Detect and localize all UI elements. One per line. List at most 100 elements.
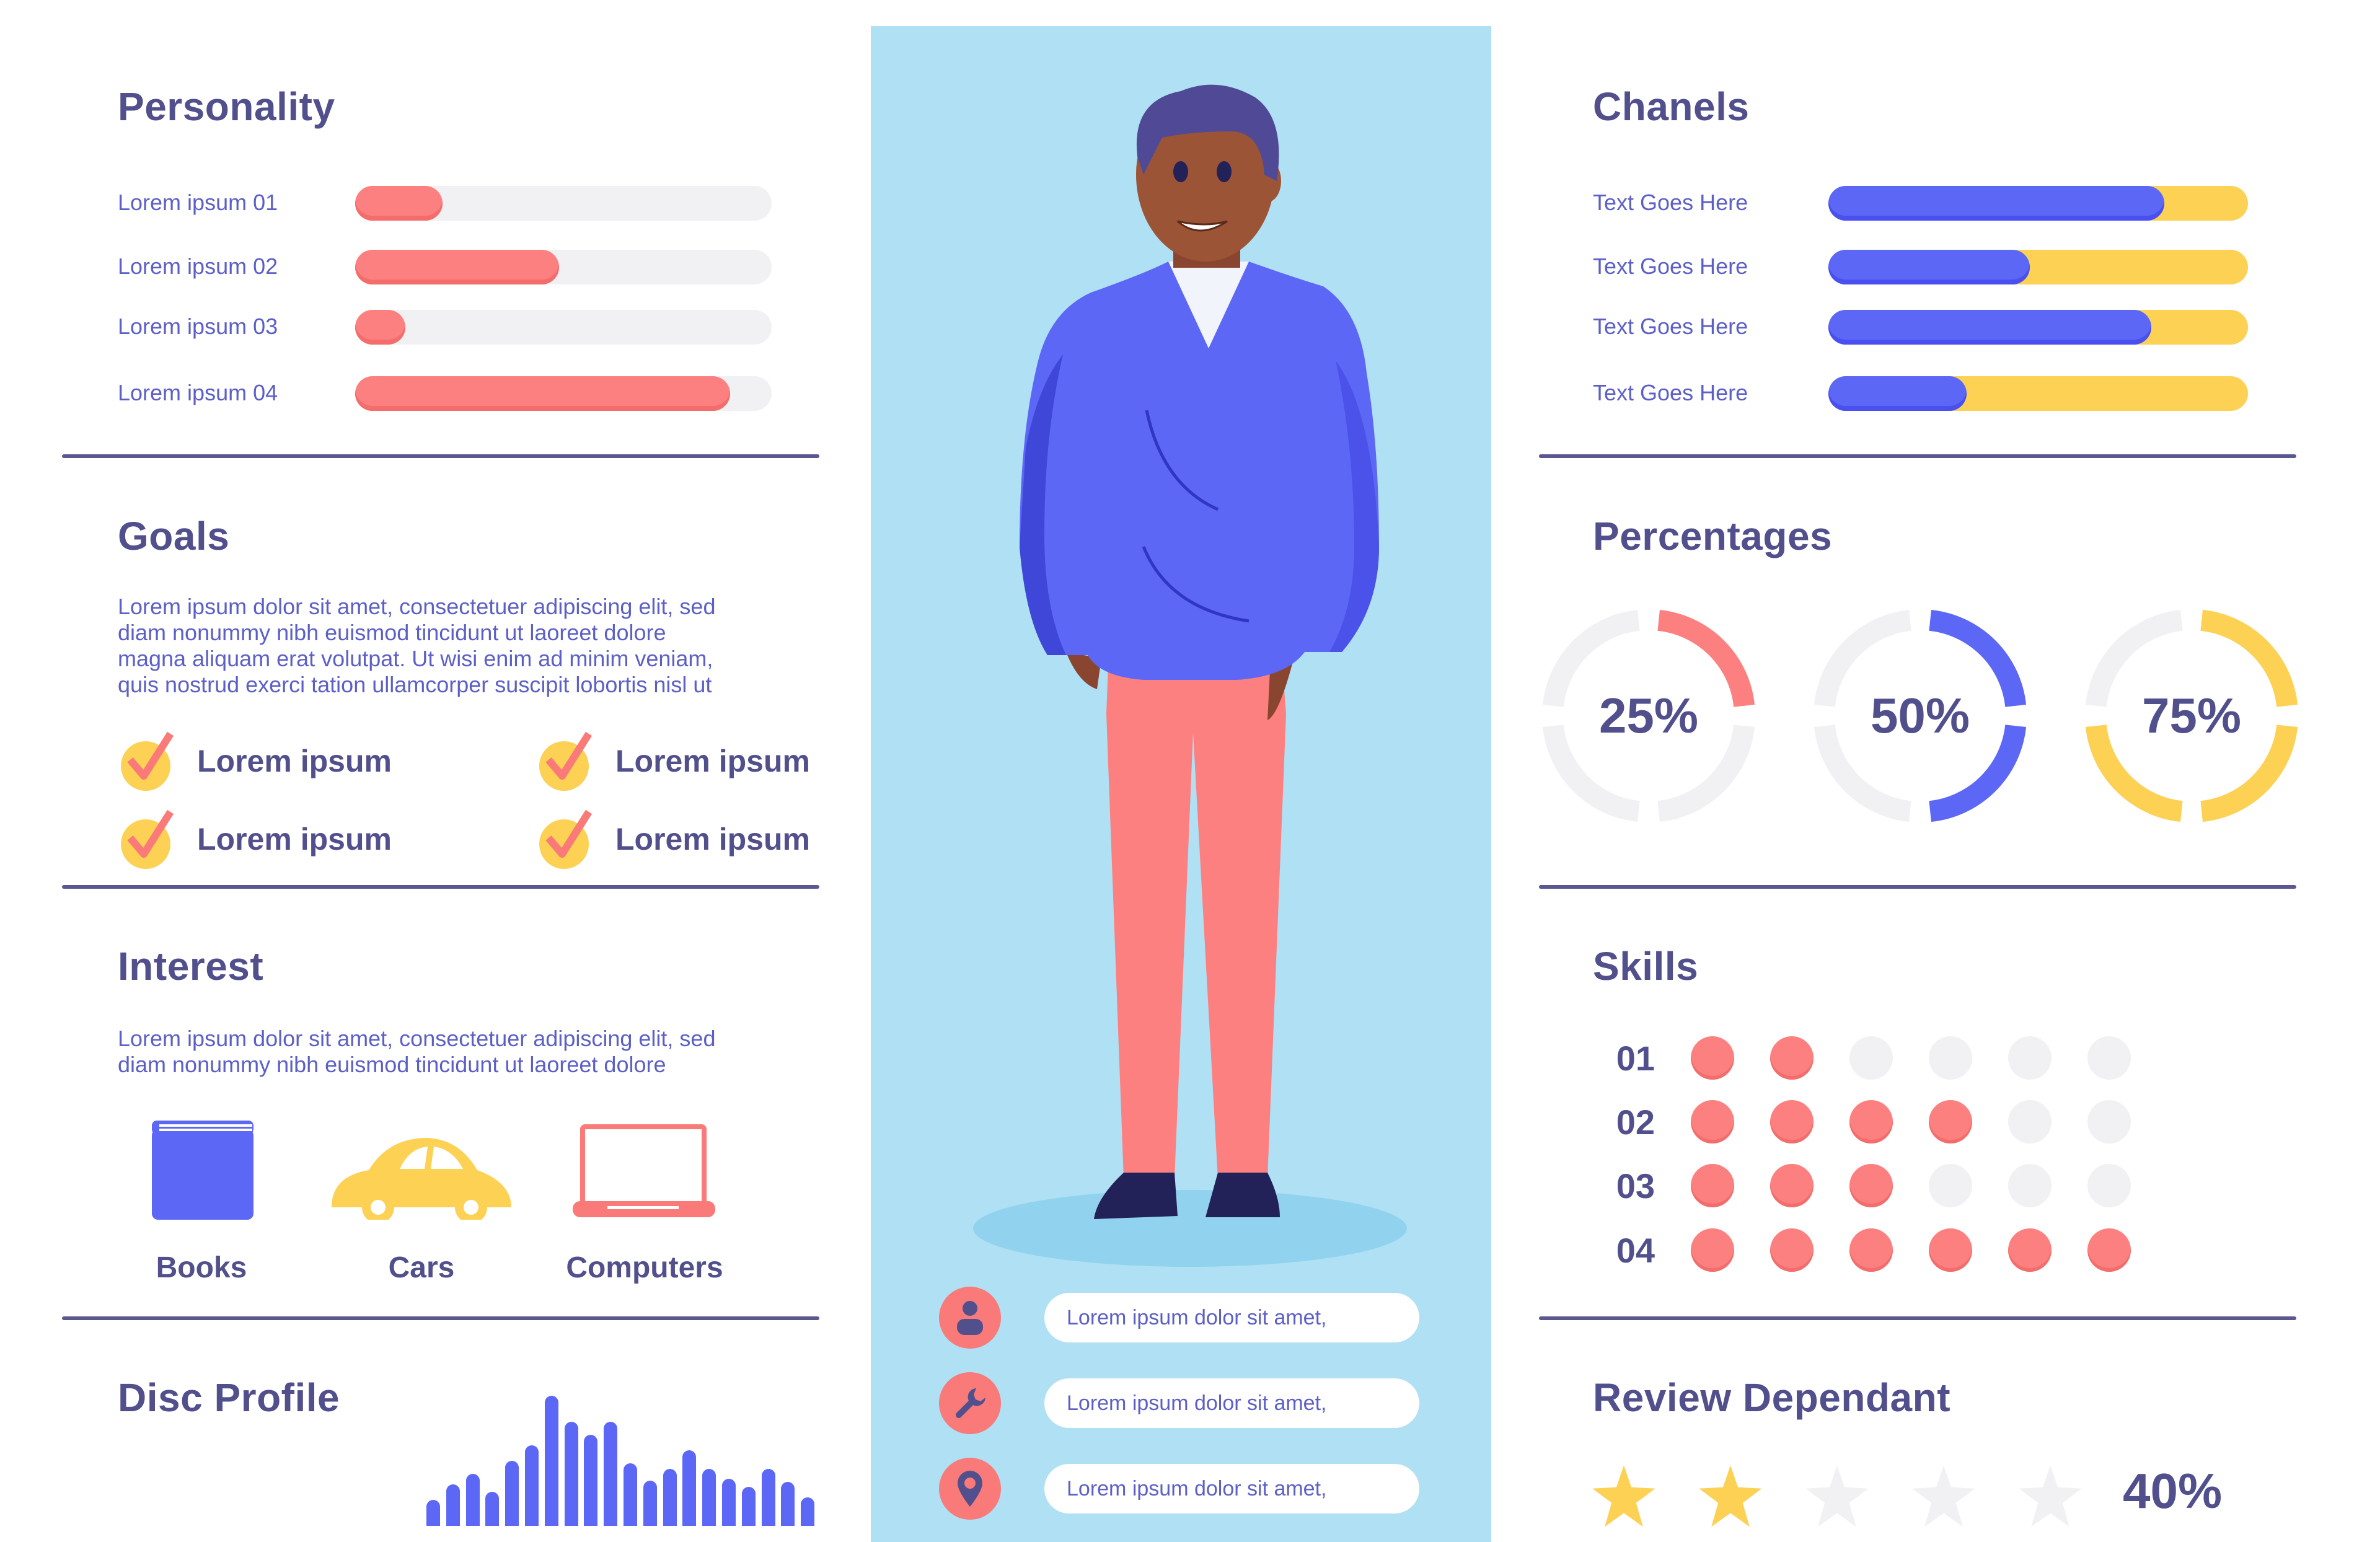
skill-dot (2087, 1100, 2131, 1143)
disc-bar (584, 1435, 598, 1526)
disc-bar (426, 1500, 440, 1526)
skill-dot (2008, 1036, 2052, 1080)
personality-fill (355, 186, 443, 221)
disc-bar (643, 1480, 657, 1526)
personality-fill (355, 310, 405, 345)
check-icon (539, 809, 593, 869)
goal-checklist-item: Lorem ipsum (118, 808, 392, 870)
disc-bar (761, 1468, 775, 1526)
skill-number: 04 (1616, 1230, 1655, 1270)
goals-title: Goals (118, 514, 230, 558)
divider (62, 885, 819, 889)
disc-bar (446, 1484, 460, 1526)
personality-label: Lorem ipsum 04 (118, 380, 278, 405)
personality-label: Lorem ipsum 03 (118, 314, 278, 339)
skill-dot (1929, 1036, 1972, 1080)
check-icon (539, 731, 593, 791)
disc-bar (801, 1497, 815, 1526)
disc-bar (485, 1492, 500, 1526)
skill-dot (1770, 1036, 1814, 1080)
channel-track (1828, 186, 2248, 221)
goal-checklist-item: Lorem ipsum (118, 730, 392, 792)
percentage-donut: 25% (1537, 604, 1760, 827)
check-icon (121, 731, 174, 791)
disc-bar (663, 1468, 677, 1526)
personality-fill (355, 376, 730, 411)
skill-dot (1929, 1164, 1972, 1207)
divider (62, 1316, 819, 1320)
skill-dot (1691, 1100, 1734, 1143)
channel-track (1828, 250, 2248, 284)
interest-line: Lorem ipsum dolor sit amet, consectetuer… (118, 1026, 716, 1051)
divider (1539, 885, 2296, 889)
channel-fill (1828, 186, 2164, 221)
skill-number: 01 (1616, 1038, 1655, 1078)
review-title: Review Dependant (1593, 1375, 1951, 1420)
channel-label: Text Goes Here (1593, 380, 1748, 405)
info-pill: Lorem ipsum dolor sit amet, (1044, 1464, 1419, 1513)
skill-dot (1691, 1164, 1734, 1207)
disc-bar (682, 1450, 697, 1526)
personality-track (355, 310, 772, 345)
personality-track (355, 250, 772, 284)
skill-number: 02 (1616, 1102, 1655, 1142)
skill-dot (1929, 1228, 1972, 1272)
user-icon (939, 1287, 1001, 1349)
check-icon (121, 809, 174, 869)
goals-line: diam nonummy nibh euismod tincidunt ut l… (118, 620, 666, 645)
disc-bar (564, 1422, 578, 1526)
channel-fill (1828, 310, 2152, 345)
channel-fill (1828, 376, 1967, 411)
skill-dot (1849, 1228, 1893, 1272)
disc-bar (465, 1474, 480, 1526)
personality-track (355, 376, 772, 411)
skill-dot (1770, 1100, 1814, 1143)
percentage-donut: 75% (2080, 604, 2303, 827)
interest-label: Computers (566, 1251, 723, 1284)
channel-fill (1828, 250, 2030, 284)
channel-label: Text Goes Here (1593, 253, 1748, 279)
personality-label: Lorem ipsum 02 (118, 253, 278, 279)
disc-bar (505, 1461, 519, 1526)
skill-dot (1691, 1228, 1734, 1272)
disc-bar (525, 1445, 539, 1526)
skill-dot (1849, 1100, 1893, 1143)
location-pin-icon (939, 1458, 1001, 1520)
skill-dot (2087, 1164, 2131, 1207)
disc-bar (722, 1479, 736, 1526)
car-icon (332, 1138, 511, 1220)
divider (62, 454, 819, 458)
review-percent: 40% (2123, 1463, 2223, 1518)
goal-checklist-item: Lorem ipsum (536, 730, 810, 792)
skill-dot (1770, 1228, 1814, 1272)
divider (1539, 454, 2296, 458)
skill-dot (1691, 1036, 1734, 1080)
channel-label: Text Goes Here (1593, 314, 1748, 339)
skill-row: 03 (1562, 1164, 2167, 1207)
persona-illustration (973, 84, 1407, 1267)
goal-label: Lorem ipsum (197, 822, 392, 857)
disc-bar (544, 1396, 558, 1526)
disc-bar (624, 1463, 637, 1526)
star-icon (1696, 1463, 1765, 1531)
persona-panel: Lorem ipsum dolor sit amet, Lorem ipsum d… (871, 26, 1491, 1542)
channel-track (1828, 376, 2248, 411)
interest-paragraph: Lorem ipsum dolor sit amet, consectetuer… (118, 1026, 837, 1078)
skill-dot (1770, 1164, 1814, 1207)
goals-line: Lorem ipsum dolor sit amet, consectetuer… (118, 594, 716, 619)
skill-dot (2008, 1228, 2052, 1272)
book-icon (152, 1121, 253, 1220)
interest-label: Books (156, 1251, 247, 1284)
info-pill: Lorem ipsum dolor sit amet, (1044, 1293, 1419, 1342)
star-icon (1910, 1463, 1978, 1531)
goal-label: Lorem ipsum (615, 822, 810, 857)
goal-label: Lorem ipsum (615, 744, 810, 778)
personality-track (355, 186, 772, 221)
skill-dot (2087, 1036, 2131, 1080)
skill-dot (1849, 1036, 1893, 1080)
percentages-title: Percentages (1593, 514, 1833, 558)
channel-track (1828, 310, 2248, 345)
percentage-label: 25% (1598, 688, 1699, 743)
disc-bar (702, 1468, 716, 1526)
percentage-label: 50% (1870, 688, 1970, 743)
